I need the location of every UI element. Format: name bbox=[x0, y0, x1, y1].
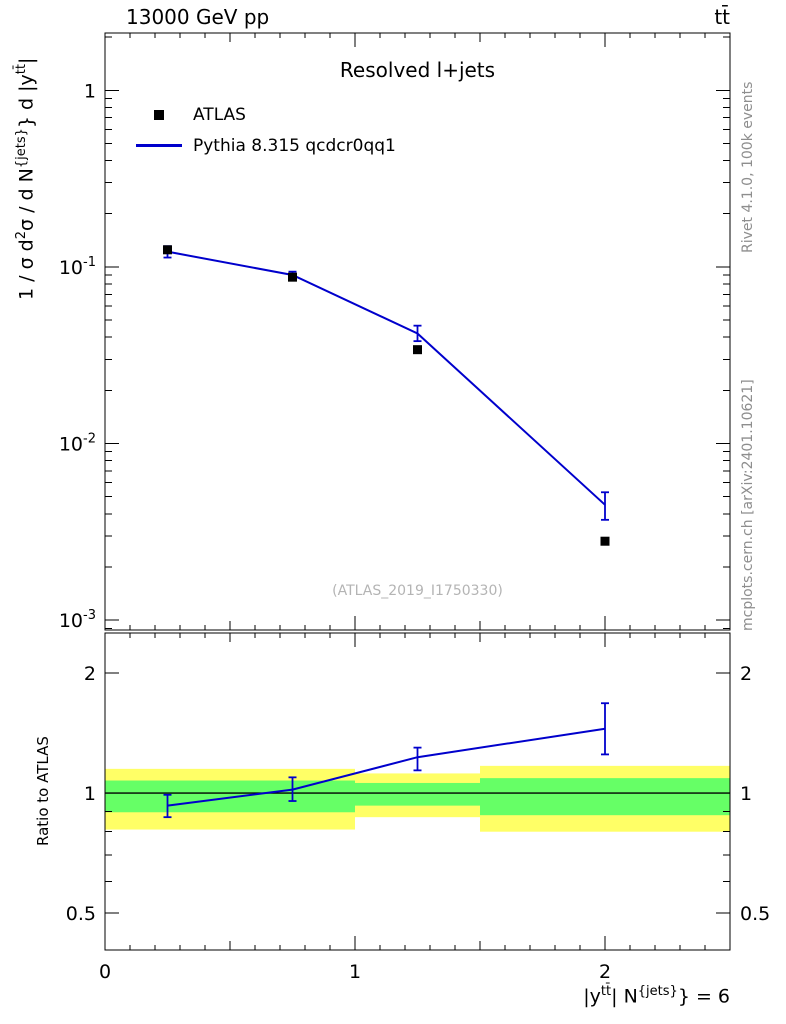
x-axis-label-part: |y bbox=[583, 985, 601, 1008]
y-axis-label-sup: {jets} bbox=[14, 128, 29, 169]
y-tick-label: 10-1 bbox=[59, 255, 96, 279]
y-tick-label: 10-3 bbox=[59, 608, 96, 632]
legend-item-pythia: Pythia 8.315 qcdcr0qq1 bbox=[136, 130, 396, 161]
x-axis-label-sup: {jets} bbox=[637, 984, 678, 999]
ratio-tick-label-right: 1 bbox=[740, 783, 752, 805]
ratio-tick-label-left: 2 bbox=[84, 663, 96, 685]
axis-ticks bbox=[104, 33, 731, 950]
atlas-marker bbox=[163, 245, 172, 255]
ratio-error-bars bbox=[163, 702, 609, 819]
ratio-tick-label-right: 0.5 bbox=[740, 903, 770, 925]
legend: ATLAS Pythia 8.315 qcdcr0qq1 bbox=[136, 99, 396, 161]
x-tick-label: 2 bbox=[599, 961, 611, 983]
x-tick-label: 1 bbox=[349, 961, 361, 983]
ratio-tick-label-left: 1 bbox=[84, 783, 96, 805]
plot-frame-main bbox=[104, 32, 731, 631]
panel-title: Resolved l+jets bbox=[339, 58, 496, 82]
atlas-square-icon bbox=[136, 109, 182, 120]
x-axis-label-part: | N bbox=[611, 985, 638, 1008]
y-tick-label: 1 bbox=[84, 80, 96, 102]
pythia-curve bbox=[167, 250, 606, 506]
legend-item-atlas: ATLAS bbox=[136, 99, 396, 130]
y-axis-label-part: } d |y bbox=[15, 74, 38, 129]
y-axis-label-sup: 2 bbox=[14, 231, 29, 240]
legend-label-pythia: Pythia 8.315 qcdcr0qq1 bbox=[193, 135, 396, 156]
ratio-tick-label-left: 0.5 bbox=[66, 903, 96, 925]
analysis-watermark: (ATLAS_2019_I1750330) bbox=[332, 583, 503, 599]
mcplots-note: mcplots.cern.ch [arXiv:2401.10621] bbox=[740, 379, 756, 631]
atlas-points bbox=[163, 245, 610, 546]
rivet-version-note: Rivet 4.1.0, 100k events bbox=[740, 81, 756, 253]
ratio-y-axis-label: Ratio to ATLAS bbox=[34, 736, 52, 846]
y-axis-label-sup: tt̄ bbox=[14, 64, 29, 75]
legend-label-atlas: ATLAS bbox=[193, 104, 246, 125]
atlas-marker bbox=[288, 272, 297, 282]
pythia-error-bars bbox=[163, 245, 609, 521]
plot-frame-ratio bbox=[104, 632, 731, 951]
y-axis-label-part: | bbox=[15, 57, 38, 65]
y-axis-label-part: σ / d N bbox=[15, 168, 38, 231]
plot-frames bbox=[104, 32, 731, 951]
x-axis-label: |ytt̄| N{jets}} = 6 bbox=[583, 984, 730, 1007]
x-tick-label: 0 bbox=[99, 961, 111, 983]
uncertainty-band-green bbox=[105, 778, 730, 816]
ratio-curve bbox=[167, 727, 606, 807]
atlas-marker bbox=[600, 536, 610, 546]
atlas-marker bbox=[413, 345, 422, 355]
ratio-tick-label-right: 2 bbox=[740, 663, 752, 685]
tick-labels: 10-3 10-2 10-1 1 0 1 2 0.5 0.5 1 1 2 2 bbox=[59, 80, 770, 983]
y-axis-label: 1 / σ d2σ / d N{jets}} d |ytt̄| bbox=[14, 58, 37, 300]
pythia-line-icon bbox=[136, 144, 182, 147]
x-axis-label-sup: tt̄ bbox=[600, 984, 612, 999]
x-axis-label-part: } = 6 bbox=[677, 985, 730, 1008]
y-axis-label-part: 1 / σ d bbox=[15, 239, 38, 300]
process-title: tt̄ bbox=[714, 5, 730, 29]
y-tick-label: 10-2 bbox=[59, 432, 96, 456]
beam-title: 13000 GeV pp bbox=[126, 5, 270, 29]
